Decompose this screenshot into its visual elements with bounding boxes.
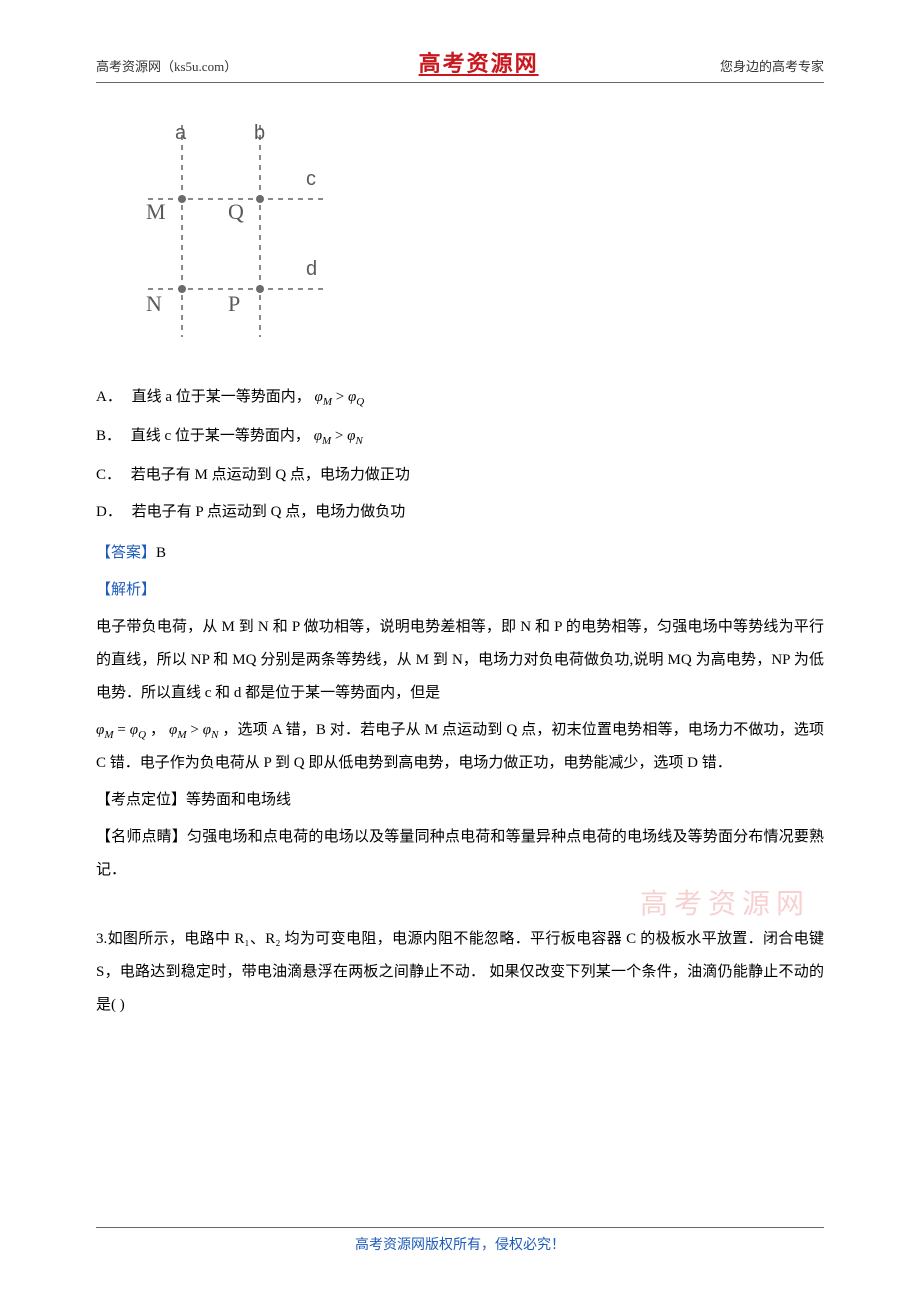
kaodian-line: 【考点定位】等势面和电场线: [96, 784, 824, 817]
option-letter: D．: [96, 504, 122, 520]
option-D: D． 若电子有 P 点运动到 Q 点，电场力做负功: [96, 500, 824, 521]
option-letter: B．: [96, 428, 121, 444]
page-header: 高考资源网（ks5u.com） 高考资源网 您身边的高考专家: [96, 46, 824, 83]
option-C: C． 若电子有 M 点运动到 Q 点，电场力做正功: [96, 463, 824, 484]
label-d: d: [306, 258, 317, 280]
spacer: [96, 891, 824, 919]
option-letter: A．: [96, 389, 122, 405]
phi-left-sub: M: [322, 435, 331, 447]
page-footer: 高考资源网版权所有，侵权必究！: [96, 1227, 824, 1254]
option-text: 若电子有 M 点运动到 Q 点，电场力做正功: [131, 467, 410, 483]
phi-left: φ: [315, 389, 323, 405]
analysis-label: 【解析】: [96, 582, 156, 598]
analysis-para-2: φM = φQ ， φM > φN ，选项 A 错，B 对．若电子从 M 点运动…: [96, 714, 824, 780]
physics-diagram: a b c d M Q N P: [120, 107, 330, 367]
option-text: 直线 a 位于某一等势面内，: [132, 389, 311, 405]
mingshi-line: 【名师点睛】匀强电场和点电荷的电场以及等量同种点电荷和等量异种点电荷的电场线及等…: [96, 821, 824, 887]
compare: >: [335, 428, 347, 444]
analysis-label-line: 【解析】: [96, 574, 824, 607]
label-a: a: [175, 122, 187, 144]
label-c: c: [306, 168, 316, 190]
phi-right-sub: Q: [356, 396, 364, 408]
analysis-para-1: 电子带负电荷，从 M 到 N 和 P 做功相等，说明电势差相等，即 N 和 P …: [96, 611, 824, 710]
option-B: B． 直线 c 位于某一等势面内， φM > φN: [96, 424, 824, 447]
document-page: 高考资源网（ks5u.com） 高考资源网 您身边的高考专家 a b c d M…: [0, 0, 920, 1302]
eq-s3s: M: [177, 729, 186, 741]
phi-left: φ: [314, 428, 322, 444]
eq-m2: >: [190, 722, 202, 738]
phi-right-sub: N: [355, 435, 362, 447]
kaodian-text: 等势面和电场线: [186, 792, 291, 808]
mingshi-text: 匀强电场和点电荷的电场以及等量同种点电荷和等量异种点电荷的电场线及等势面分布情况…: [96, 829, 824, 878]
option-text: 若电子有 P 点运动到 Q 点，电场力做负功: [132, 504, 406, 520]
eq-s1s: M: [104, 729, 113, 741]
q3-number: 3.: [96, 931, 107, 947]
option-text: 直线 c 位于某一等势面内，: [131, 428, 310, 444]
eq-m1: =: [117, 722, 129, 738]
header-left: 高考资源网（ks5u.com）: [96, 56, 237, 75]
answer-line: 【答案】B: [96, 537, 824, 570]
eq-s2s: Q: [138, 729, 146, 741]
label-N: N: [146, 291, 162, 316]
eq-comma: ，: [150, 722, 165, 738]
option-A: A． 直线 a 位于某一等势面内， φM > φQ: [96, 385, 824, 408]
option-letter: C．: [96, 467, 121, 483]
eq-s4: φ: [203, 722, 211, 738]
options-list: A． 直线 a 位于某一等势面内， φM > φQ B． 直线 c 位于某一等势…: [96, 385, 824, 521]
answer-value: B: [156, 545, 166, 561]
eq-s4s: N: [211, 729, 218, 741]
answer-label: 【答案】: [96, 545, 156, 561]
phi-left-sub: M: [323, 396, 332, 408]
kaodian-label: 【考点定位】: [96, 792, 186, 808]
label-M: M: [146, 199, 166, 224]
header-center-brand: 高考资源网: [419, 46, 539, 78]
compare: >: [336, 389, 348, 405]
label-P: P: [228, 291, 240, 316]
diagram-svg: a b c d M Q N P: [120, 107, 330, 367]
q3-text: 如图所示，电路中 R₁、R₂ 均为可变电阻，电源内阻不能忽略．平行板电容器 C …: [96, 931, 824, 1013]
label-Q: Q: [228, 199, 244, 224]
question-3: 3.如图所示，电路中 R₁、R₂ 均为可变电阻，电源内阻不能忽略．平行板电容器 …: [96, 923, 824, 1022]
label-b: b: [254, 122, 265, 144]
eq-s2: φ: [130, 722, 138, 738]
mingshi-label: 【名师点睛】: [96, 829, 187, 845]
header-right: 您身边的高考专家: [720, 56, 824, 75]
